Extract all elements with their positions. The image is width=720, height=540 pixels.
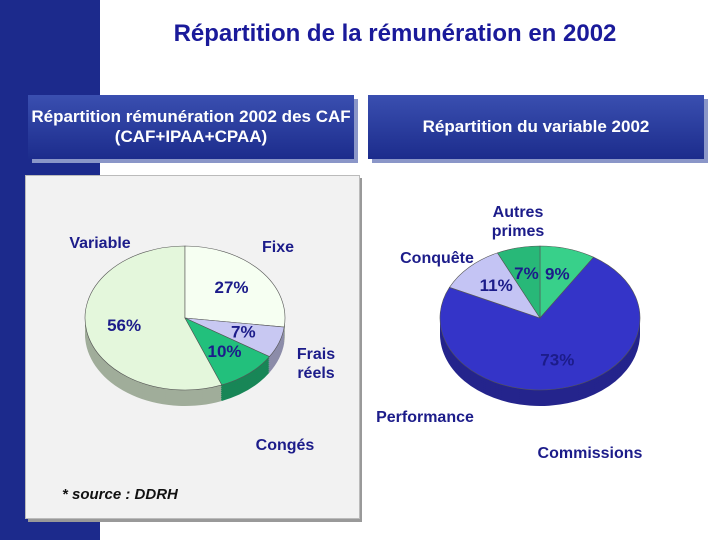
pie-slice bbox=[449, 252, 541, 319]
category-label: Congés bbox=[255, 437, 315, 454]
value-label: 27% bbox=[214, 278, 248, 297]
panel-header: Répartition du variable 2002 bbox=[368, 95, 704, 159]
pie-slice bbox=[184, 317, 270, 386]
category-label: Frais réels bbox=[296, 346, 336, 382]
category-label: Autres primes bbox=[491, 204, 545, 240]
category-label: Fixe bbox=[261, 239, 294, 256]
value-label: 10% bbox=[208, 342, 242, 361]
value-label: 11% bbox=[480, 276, 513, 295]
panel-header: Répartition rémunération 2002 des CAF (C… bbox=[28, 95, 354, 159]
category-label: Conquête bbox=[400, 250, 474, 267]
category-label: Performance bbox=[376, 409, 474, 426]
value-label: 7% bbox=[231, 323, 256, 342]
category-label: Commissions bbox=[537, 445, 643, 462]
slide-title: Répartition de la rémunération en 2002 bbox=[173, 20, 617, 47]
value-label: 9% bbox=[545, 265, 570, 284]
title-area bbox=[100, 0, 720, 80]
pie-slice bbox=[84, 245, 223, 391]
category-label: Variable bbox=[69, 235, 131, 252]
value-label: 73% bbox=[540, 350, 574, 369]
source-note: * source : DDRH bbox=[62, 486, 178, 503]
value-label: 7% bbox=[514, 264, 539, 283]
value-label: 56% bbox=[107, 316, 141, 335]
pie-slice bbox=[496, 245, 541, 320]
pie-slice bbox=[184, 245, 286, 328]
pie-slice bbox=[439, 256, 641, 391]
